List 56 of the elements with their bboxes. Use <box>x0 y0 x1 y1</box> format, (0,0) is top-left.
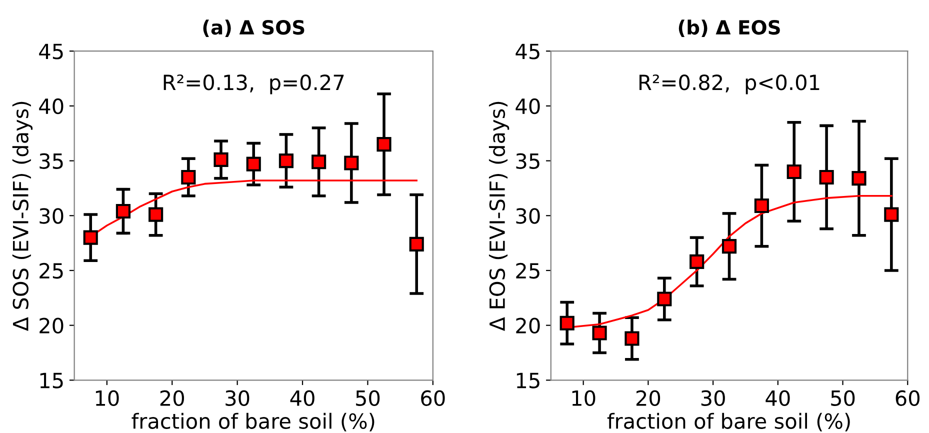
y-tick-label: 35 <box>40 153 63 169</box>
y-tick-label: 45 <box>516 44 540 60</box>
point <box>409 236 424 252</box>
point <box>560 316 574 330</box>
x-tick-label: 50 <box>831 390 855 406</box>
y-tick-label: 35 <box>516 153 540 169</box>
point <box>786 164 802 180</box>
x-tick-label: 30 <box>226 390 250 406</box>
y-tick-label: 20 <box>40 318 64 334</box>
y-tick-label: 15 <box>516 372 540 388</box>
x-tick-label: 50 <box>356 390 380 406</box>
point <box>148 207 164 222</box>
x-tick-label: 60 <box>421 390 445 406</box>
point <box>690 254 704 269</box>
x-tick-label: 40 <box>290 390 314 406</box>
x-tick-label: 10 <box>572 390 596 406</box>
point <box>624 331 640 346</box>
point <box>214 152 228 167</box>
point <box>819 170 834 185</box>
y-tick-label: 15 <box>40 372 63 388</box>
point <box>852 171 866 186</box>
x-tick-label: 40 <box>766 390 790 406</box>
y-tick-label: 45 <box>39 44 63 60</box>
y-tick-label: 40 <box>516 98 540 114</box>
x-tick-label: 60 <box>896 390 920 406</box>
point <box>754 198 769 214</box>
point <box>344 156 359 170</box>
y-axis-title: Δ EOS (EVI-SIF) (days) <box>488 102 510 331</box>
x-tick-label: 10 <box>96 390 119 406</box>
point <box>181 170 196 185</box>
y-tick-label: 40 <box>39 98 64 114</box>
x-tick-label: 20 <box>160 390 184 406</box>
point <box>657 292 672 306</box>
point <box>278 153 294 168</box>
point <box>376 137 392 152</box>
annotation: R²=0.13, p=0.27 <box>164 74 344 94</box>
chart-title: (a) Δ SOS <box>203 20 304 37</box>
point <box>884 207 899 222</box>
x-tick-label: 20 <box>636 390 660 406</box>
y-tick-label: 30 <box>516 208 540 224</box>
y-tick-label: 25 <box>516 262 540 279</box>
x-axis-title: fraction of bare soil (%) <box>132 412 374 432</box>
x-axis-title: fraction of bare soil (%) <box>607 412 850 432</box>
point <box>83 230 98 245</box>
y-tick-label: 25 <box>40 262 63 279</box>
point <box>722 239 737 254</box>
y-tick-label: 20 <box>516 318 540 334</box>
y-tick-label: 30 <box>40 208 64 224</box>
y-axis-title: Δ SOS (EVI-SIF) (days) <box>12 102 33 332</box>
chart-title: (b) Δ EOS <box>678 20 780 37</box>
point <box>116 204 131 219</box>
point <box>312 154 326 170</box>
annotation: R²=0.82, p<0.01 <box>640 74 820 94</box>
point <box>592 326 607 340</box>
point <box>246 156 261 172</box>
x-tick-label: 30 <box>701 390 725 406</box>
